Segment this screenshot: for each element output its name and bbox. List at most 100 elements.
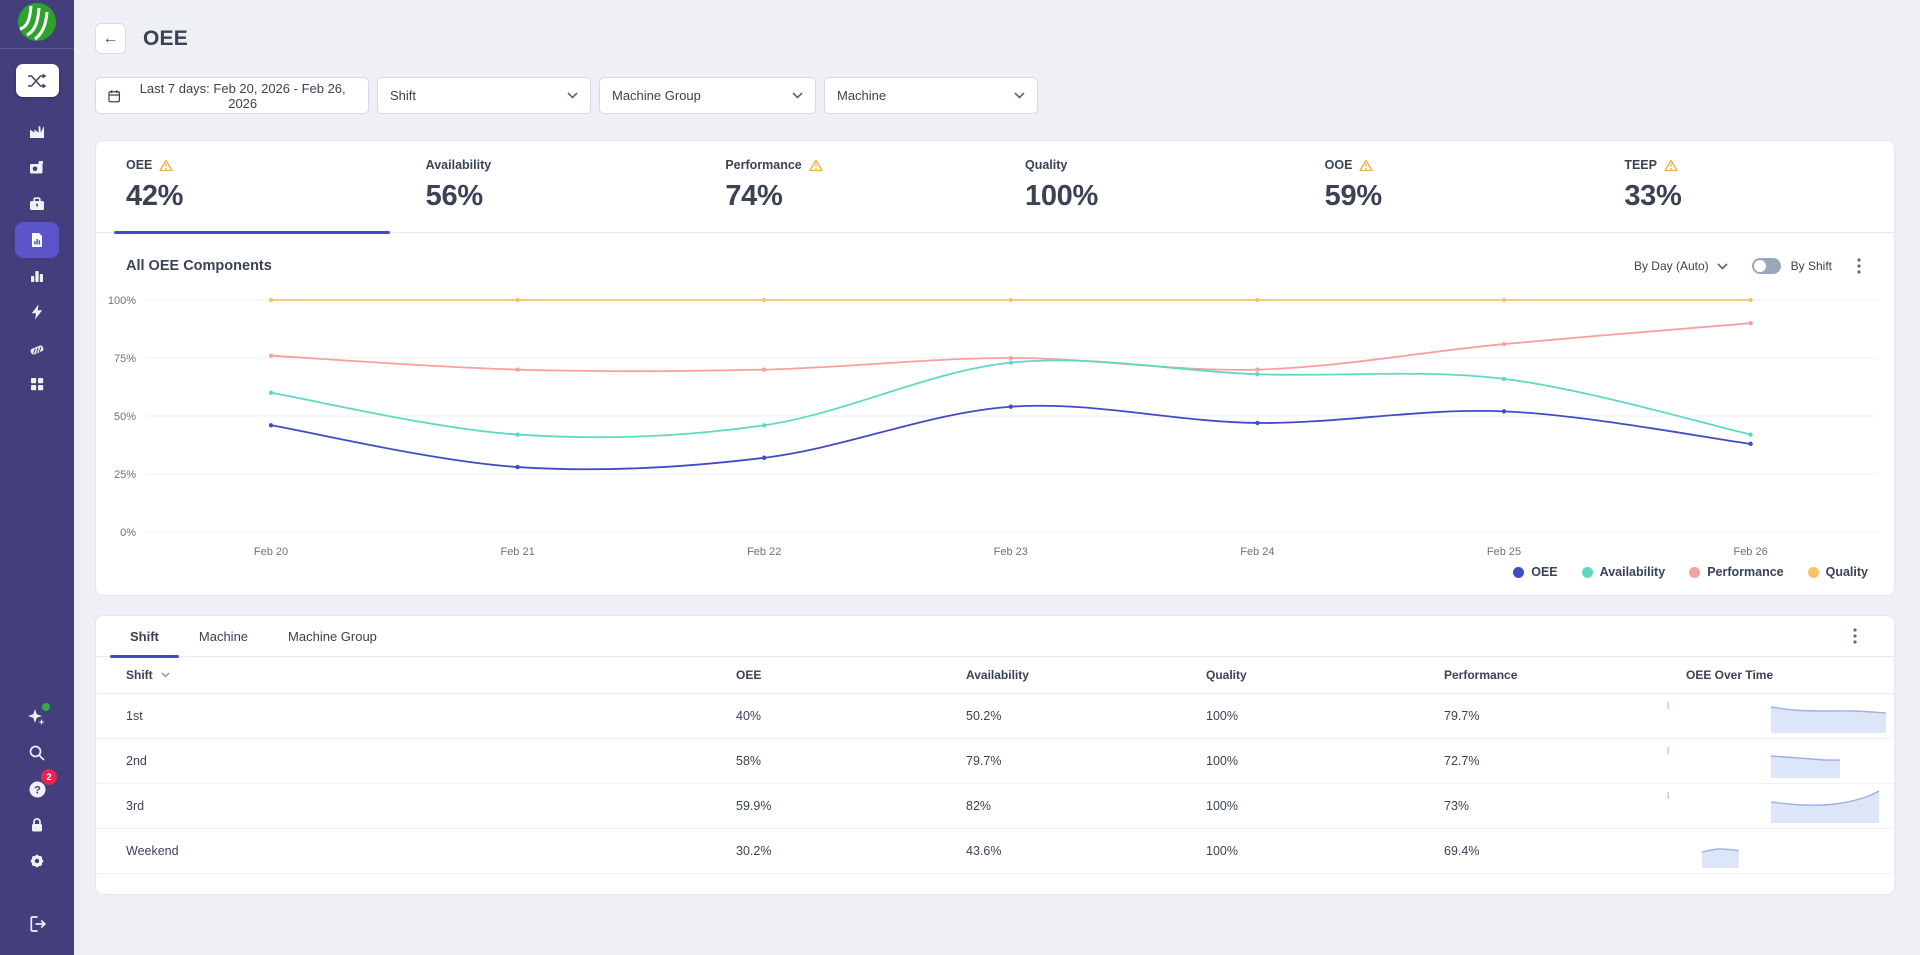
help-icon: ? (29, 781, 45, 797)
svg-text:Feb 25: Feb 25 (1487, 546, 1521, 558)
breakdown-table-card: Shift Machine Machine Group Shift OEE Av… (95, 615, 1895, 895)
column-header-availability[interactable]: Availability (966, 668, 1029, 682)
svg-text:Feb 26: Feb 26 (1733, 546, 1767, 558)
kpi-label: Quality (1024, 158, 1068, 172)
column-header-oee[interactable]: OEE (736, 668, 762, 682)
logout-icon (29, 916, 46, 932)
lock-icon (32, 818, 42, 832)
cell-shift: 3rd (126, 799, 145, 813)
date-range-button[interactable]: Last 7 days: Feb 20, 2026 - Feb 26, 2026 (95, 77, 369, 114)
sidebar-item-apps[interactable] (15, 366, 59, 402)
table-row[interactable]: 3rd 59.9% 82% 100% 73% (96, 784, 1894, 829)
sidebar-item-packages[interactable] (15, 186, 59, 222)
sidebar-item-logout[interactable] (15, 906, 59, 942)
legend-label: Quality (1825, 565, 1868, 579)
factory-icon (30, 126, 44, 138)
oee-summary-card: OEE 42% Availability 56% Performance 74%… (95, 140, 1895, 596)
tab-machine-group[interactable]: Machine Group (288, 628, 377, 644)
sidebar-item-lock[interactable] (15, 807, 59, 843)
cell-oee: 59.9% (736, 799, 772, 813)
sidebar-item-reports[interactable] (15, 222, 59, 258)
sidebar-divider (0, 48, 74, 49)
sidebar-item-machines[interactable] (15, 150, 59, 186)
kebab-icon (1853, 628, 1857, 644)
table-row[interactable]: Weekend 30.2% 43.6% 100% 69.4% (96, 829, 1894, 874)
kpi-oee[interactable]: OEE 42% (96, 141, 396, 234)
kpi-ooe[interactable]: OOE 59% (1295, 141, 1595, 232)
by-shift-toggle[interactable] (1751, 258, 1781, 274)
sidebar-item-factory[interactable] (15, 114, 59, 150)
svg-text:0%: 0% (120, 527, 136, 539)
svg-text:Feb 21: Feb 21 (500, 546, 534, 558)
lightning-icon (31, 304, 43, 320)
kpi-teep[interactable]: TEEP 33% (1594, 141, 1894, 232)
kpi-label: TEEP (1624, 158, 1657, 172)
warning-icon (809, 159, 823, 171)
app-logo-icon[interactable] (18, 3, 56, 46)
column-header-oee-over-time[interactable]: OEE Over Time (1686, 668, 1774, 682)
chevron-down-icon (1717, 262, 1728, 270)
kpi-value: 56% (425, 180, 483, 212)
oee-components-line-chart[interactable]: 100% 75% 50% 25% 0% Feb 20 Feb 21 Feb 22 Feb 23 F… (96, 281, 1894, 563)
shift-filter-select[interactable]: Shift (377, 77, 591, 114)
table-row[interactable]: 2nd 58% 79.7% 100% 72.7% (96, 739, 1894, 784)
column-header-shift[interactable]: Shift (126, 668, 736, 682)
cell-oee: 58% (736, 754, 762, 768)
chart-menu-button[interactable] (1850, 257, 1868, 275)
by-shift-toggle-label: By Shift (1790, 259, 1832, 273)
warning-icon (159, 159, 174, 171)
table-menu-button[interactable] (1846, 627, 1864, 645)
filter-bar: Last 7 days: Feb 20, 2026 - Feb 26, 2026… (95, 77, 1895, 114)
sort-chevron-icon (161, 672, 170, 678)
table-row[interactable]: 1st 40% 50.2% 100% 79.7% (96, 694, 1894, 739)
table-tabs: Shift Machine Machine Group (96, 616, 1894, 658)
legend-item-quality[interactable]: Quality (1807, 565, 1868, 579)
machine-group-filter-select[interactable]: Machine Group (599, 77, 816, 114)
legend-dot (1513, 566, 1525, 578)
legend-dot (1581, 566, 1593, 578)
cell-shift: 2nd (126, 754, 147, 768)
shuffle-button[interactable] (15, 64, 59, 97)
kpi-quality[interactable]: Quality 100% (995, 141, 1295, 232)
cell-quality: 100% (1206, 754, 1238, 768)
tab-machine[interactable]: Machine (198, 628, 249, 644)
kpi-performance[interactable]: Performance 74% (695, 141, 995, 232)
sidebar-item-ai-assistant[interactable] (15, 699, 59, 735)
legend-item-performance[interactable]: Performance (1689, 565, 1784, 579)
cell-quality: 100% (1206, 844, 1238, 858)
machine-filter-select[interactable]: Machine (824, 77, 1038, 114)
page-header: ← OEE (95, 23, 1895, 54)
granularity-select[interactable]: By Day (Auto) (1634, 259, 1728, 273)
svg-text:Feb 24: Feb 24 (1240, 546, 1274, 558)
gear-icon (30, 854, 44, 868)
back-button[interactable]: ← (95, 23, 126, 54)
sidebar-item-help[interactable]: ? 2 (15, 769, 59, 807)
sidebar-item-search[interactable] (15, 735, 59, 771)
legend-dot (1807, 566, 1819, 578)
sidebar-item-energy[interactable] (15, 294, 59, 330)
help-badge: 2 (41, 769, 57, 785)
svg-text:100%: 100% (108, 295, 136, 307)
part-sketch-icon (30, 345, 44, 355)
tab-shift[interactable]: Shift (110, 616, 179, 658)
kpi-value: 74% (725, 180, 783, 212)
kpi-availability[interactable]: Availability 56% (396, 141, 696, 232)
legend-item-availability[interactable]: Availability (1581, 565, 1665, 579)
cell-performance: 79.7% (1444, 709, 1480, 723)
shuffle-icon (28, 73, 47, 88)
table-header-row: Shift OEE Availability Quality Performan… (96, 657, 1894, 694)
cell-availability: 43.6% (966, 844, 1002, 858)
oee-sparkline (1667, 790, 1880, 823)
sidebar-item-settings[interactable] (15, 843, 59, 879)
column-header-performance[interactable]: Performance (1444, 668, 1518, 682)
column-header-quality[interactable]: Quality (1206, 668, 1247, 682)
cell-performance: 72.7% (1444, 754, 1480, 768)
sidebar-item-analytics[interactable] (15, 258, 59, 294)
sidebar-item-parts[interactable] (15, 330, 59, 366)
sparkles-icon (28, 709, 45, 725)
legend-item-oee[interactable]: OEE (1513, 565, 1558, 579)
chart-header: All OEE Components By Day (Auto) By Shif… (96, 233, 1894, 275)
calendar-icon (108, 89, 121, 102)
report-document-icon (32, 233, 42, 247)
warning-icon (1359, 159, 1374, 171)
